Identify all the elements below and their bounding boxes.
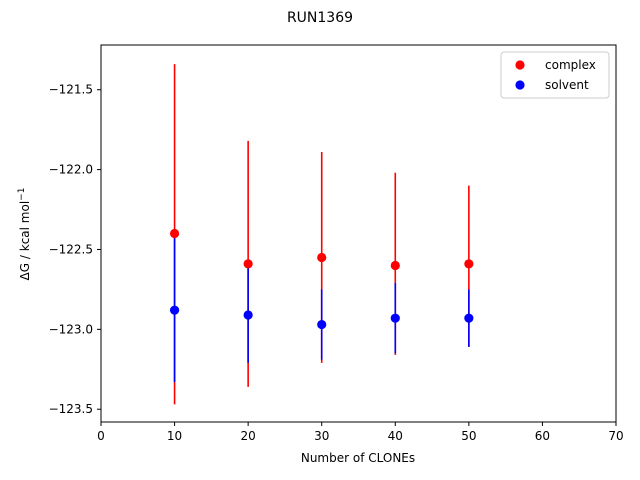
solvent-point bbox=[464, 313, 474, 323]
y-tick-label: −122.0 bbox=[49, 163, 93, 177]
complex-point bbox=[464, 259, 474, 269]
x-tick-label: 60 bbox=[535, 429, 550, 443]
solvent-point bbox=[317, 319, 327, 330]
x-axis-label: Number of CLONEs bbox=[301, 451, 415, 465]
axes: 0 10 20 30 40 50 60 70 −123.5 −123.0 −122.5 −122.0 −… bbox=[49, 44, 624, 443]
x-tick-label: 50 bbox=[461, 429, 476, 443]
svg-text:ΔG / kcal mol−1: ΔG / kcal mol−1 bbox=[17, 188, 32, 281]
legend-label-complex: complex bbox=[545, 58, 596, 72]
legend-label-solvent: solvent bbox=[545, 78, 589, 92]
y-tick-label: −121.5 bbox=[49, 83, 93, 97]
solvent-point bbox=[243, 310, 253, 320]
x-tick-label: 0 bbox=[97, 429, 105, 443]
axes-frame bbox=[100, 44, 617, 423]
legend-box bbox=[500, 51, 610, 99]
solvent-point bbox=[390, 313, 400, 323]
y-tick-label: −123.0 bbox=[49, 322, 93, 336]
y-tick-label: −122.5 bbox=[49, 242, 93, 256]
x-tick-label: 70 bbox=[608, 429, 623, 443]
x-tick-label: 10 bbox=[167, 429, 182, 443]
complex-point bbox=[169, 228, 180, 239]
x-tick-label: 20 bbox=[241, 429, 256, 443]
y-tick-label: −123.5 bbox=[49, 402, 93, 416]
complex-point bbox=[317, 252, 327, 263]
plot-area bbox=[169, 64, 474, 405]
complex-point bbox=[243, 259, 253, 269]
chart-title: RUN1369 bbox=[287, 10, 353, 26]
legend: complex solvent bbox=[500, 51, 610, 99]
solvent-point bbox=[169, 305, 180, 315]
legend-marker-solvent bbox=[515, 80, 525, 90]
complex-point bbox=[390, 260, 400, 271]
x-tick-label: 40 bbox=[388, 429, 403, 443]
legend-marker-complex bbox=[515, 60, 525, 70]
y-axis-label: ΔG / kcal mol−1 bbox=[17, 188, 32, 281]
x-tick-label: 30 bbox=[314, 429, 329, 443]
